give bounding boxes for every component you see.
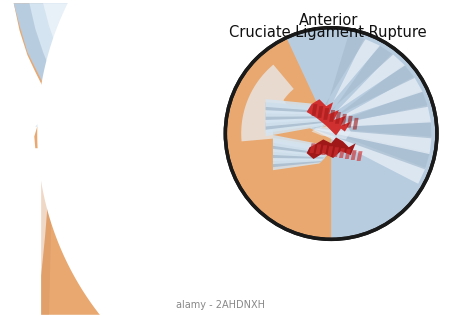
Polygon shape — [41, 143, 117, 315]
Polygon shape — [310, 38, 380, 128]
Polygon shape — [310, 143, 315, 153]
Polygon shape — [94, 112, 123, 127]
Polygon shape — [266, 112, 330, 120]
Polygon shape — [273, 135, 333, 153]
Polygon shape — [59, 99, 76, 111]
Polygon shape — [273, 156, 326, 167]
Polygon shape — [310, 45, 393, 128]
Polygon shape — [266, 120, 327, 136]
Polygon shape — [68, 99, 85, 111]
Polygon shape — [353, 118, 359, 130]
Polygon shape — [76, 99, 90, 111]
Polygon shape — [73, 99, 91, 111]
Polygon shape — [273, 155, 327, 164]
Polygon shape — [68, 99, 81, 111]
Polygon shape — [310, 128, 430, 169]
Text: alamy - 2AHDNXH: alamy - 2AHDNXH — [176, 300, 265, 310]
Polygon shape — [315, 144, 321, 154]
Text: Cruciate Ligament Rupture: Cruciate Ligament Rupture — [230, 25, 427, 40]
Polygon shape — [347, 116, 353, 128]
Polygon shape — [266, 99, 332, 112]
Polygon shape — [37, 0, 450, 318]
Polygon shape — [71, 99, 88, 111]
Polygon shape — [266, 115, 329, 127]
Polygon shape — [273, 147, 329, 157]
Polygon shape — [333, 147, 339, 157]
Polygon shape — [266, 109, 330, 117]
Polygon shape — [62, 99, 79, 111]
Polygon shape — [116, 106, 132, 114]
Polygon shape — [266, 119, 328, 133]
Polygon shape — [266, 102, 332, 113]
Polygon shape — [317, 106, 323, 118]
Polygon shape — [310, 105, 431, 128]
Polygon shape — [126, 143, 145, 315]
Polygon shape — [71, 99, 84, 111]
Polygon shape — [273, 138, 332, 154]
Polygon shape — [273, 153, 328, 161]
Polygon shape — [266, 106, 331, 115]
Polygon shape — [225, 38, 331, 170]
Circle shape — [225, 28, 437, 239]
Polygon shape — [306, 137, 356, 159]
Polygon shape — [79, 99, 93, 111]
Polygon shape — [273, 100, 302, 128]
Polygon shape — [310, 128, 432, 154]
Polygon shape — [266, 117, 328, 130]
Polygon shape — [310, 64, 415, 128]
Polygon shape — [43, 112, 67, 127]
Polygon shape — [43, 3, 114, 91]
Polygon shape — [310, 128, 426, 184]
Polygon shape — [323, 108, 329, 120]
Polygon shape — [56, 99, 73, 111]
Polygon shape — [116, 96, 132, 104]
Polygon shape — [329, 110, 335, 122]
Polygon shape — [110, 119, 123, 148]
Polygon shape — [126, 143, 133, 315]
Polygon shape — [41, 143, 53, 315]
Polygon shape — [53, 99, 71, 111]
Polygon shape — [65, 99, 82, 111]
Polygon shape — [345, 149, 351, 159]
Polygon shape — [116, 101, 132, 109]
Polygon shape — [310, 77, 423, 128]
Polygon shape — [351, 150, 356, 160]
Polygon shape — [311, 124, 351, 139]
Polygon shape — [310, 35, 365, 128]
Text: Anterior: Anterior — [298, 13, 358, 28]
Polygon shape — [73, 99, 87, 111]
Polygon shape — [356, 151, 363, 161]
Polygon shape — [339, 148, 345, 158]
Polygon shape — [310, 53, 405, 128]
Polygon shape — [273, 150, 329, 159]
Polygon shape — [306, 99, 351, 135]
Polygon shape — [327, 146, 333, 156]
FancyArrow shape — [242, 116, 252, 126]
Polygon shape — [321, 145, 327, 155]
Polygon shape — [35, 111, 127, 128]
Polygon shape — [14, 3, 68, 111]
Polygon shape — [229, 134, 331, 239]
Polygon shape — [273, 141, 331, 155]
Polygon shape — [311, 104, 317, 116]
Polygon shape — [65, 99, 78, 111]
Polygon shape — [116, 111, 132, 119]
Polygon shape — [241, 65, 294, 142]
Polygon shape — [273, 144, 330, 156]
Polygon shape — [29, 3, 123, 107]
Polygon shape — [96, 3, 155, 111]
Polygon shape — [310, 121, 432, 138]
Polygon shape — [61, 97, 96, 114]
Polygon shape — [341, 114, 347, 126]
Polygon shape — [266, 114, 329, 123]
Polygon shape — [22, 3, 139, 111]
Polygon shape — [14, 3, 141, 114]
Polygon shape — [71, 3, 86, 50]
Polygon shape — [335, 112, 341, 124]
Polygon shape — [34, 119, 51, 148]
Polygon shape — [310, 90, 428, 128]
Polygon shape — [273, 158, 325, 170]
